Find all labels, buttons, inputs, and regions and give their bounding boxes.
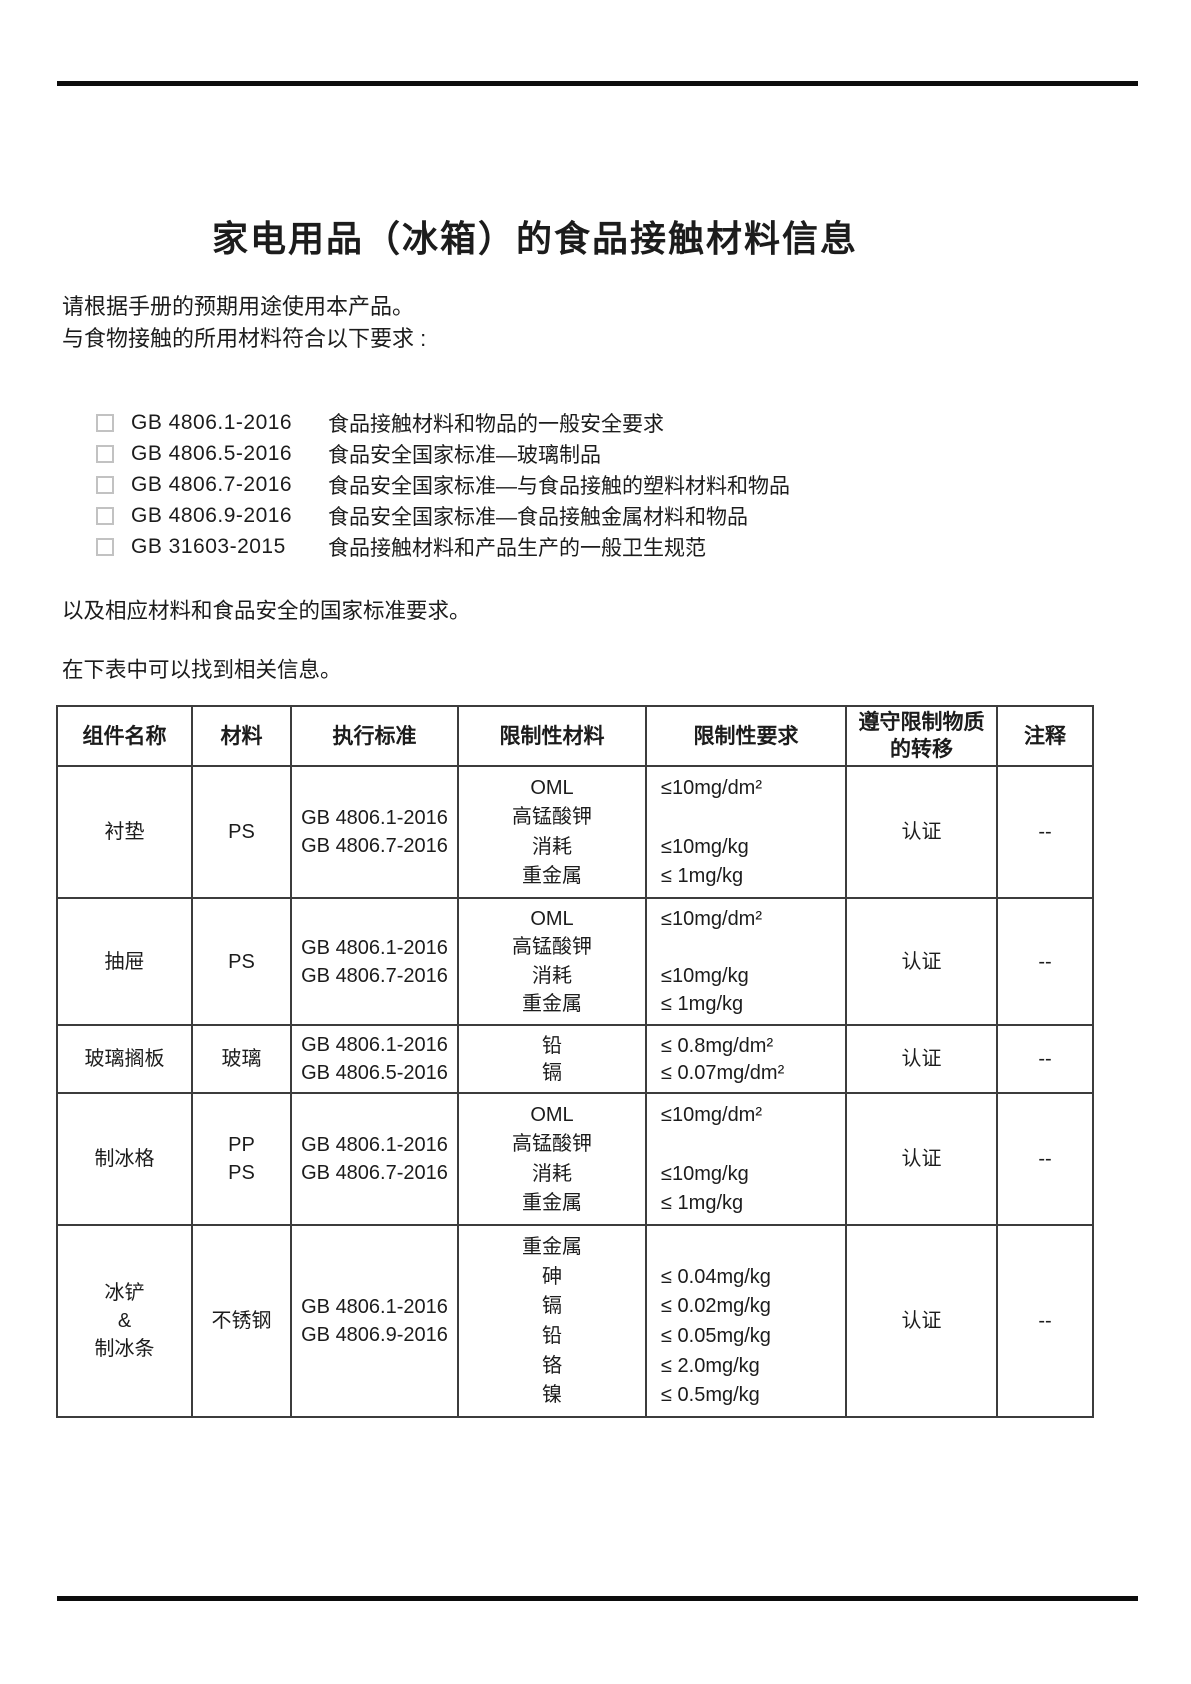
cell-remark: --: [1038, 1310, 1052, 1332]
cell-material: PP PS: [193, 1094, 292, 1224]
cell-restriction: ≤10mg/dm² ≤10mg/kg ≤ 1mg/kg: [647, 899, 847, 1024]
top-rule: [57, 81, 1138, 86]
standard-name: 食品接触材料和物品的一般安全要求: [328, 412, 664, 436]
table-row-drawer: 抽屉 PS GB 4806.1-2016 GB 4806.7-2016 OML …: [58, 899, 1092, 1026]
cell-restriction: ≤ 0.8mg/dm² ≤ 0.07mg/dm²: [647, 1026, 847, 1092]
standard-code: GB 4806.9-2016: [131, 503, 293, 527]
standards-list: GB 4806.1-2016 食品接触材料和物品的一般安全要求 GB 4806.…: [96, 407, 790, 562]
standard-name: 食品安全国家标准—食品接触金属材料和物品: [328, 505, 748, 529]
table-intro-note: 在下表中可以找到相关信息。: [62, 658, 342, 682]
standard-code: GB 4806.1-2016: [131, 410, 293, 434]
cell-component: 冰铲 & 制冰条: [58, 1226, 193, 1416]
intro-paragraph: 请根据手册的预期用途使用本产品。 与食物接触的所用材料符合以下要求 :: [62, 291, 426, 355]
table-row-ice-scoop: 冰铲 & 制冰条 不锈钢 GB 4806.1-2016 GB 4806.9-20…: [58, 1226, 1092, 1416]
header-restricted-material: 限制性材料: [459, 707, 647, 765]
cell-component: 衬垫: [58, 767, 193, 897]
table-header-row: 组件名称 材料 执行标准 限制性材料 限制性要求 遵守限制物质 的转移 注释: [58, 707, 1092, 767]
checkbox-icon: [96, 444, 114, 463]
cell-material: 玻璃: [193, 1026, 292, 1092]
cell-component: 抽屉: [58, 899, 193, 1024]
cell-component: 玻璃搁板: [58, 1026, 193, 1092]
cell-restricted-material: OML 高锰酸钾 消耗 重金属: [459, 899, 647, 1024]
standards-note: 以及相应材料和食品安全的国家标准要求。: [62, 599, 471, 623]
bottom-rule: [57, 1596, 1138, 1601]
table-row-glass-shelf: 玻璃搁板 玻璃 GB 4806.1-2016 GB 4806.5-2016 铅 …: [58, 1026, 1092, 1094]
header-restriction: 限制性要求: [647, 707, 847, 765]
checkbox-icon: [96, 506, 114, 525]
cell-restriction: ≤10mg/dm² ≤10mg/kg ≤ 1mg/kg: [647, 1094, 847, 1224]
table-row-ice-tray: 制冰格 PP PS GB 4806.1-2016 GB 4806.7-2016 …: [58, 1094, 1092, 1226]
standard-item: GB 4806.9-2016 食品安全国家标准—食品接触金属材料和物品: [96, 500, 790, 531]
standard-name: 食品安全国家标准—与食品接触的塑料材料和物品: [328, 474, 790, 498]
standard-item: GB 4806.5-2016 食品安全国家标准—玻璃制品: [96, 438, 790, 469]
cell-restriction: ≤10mg/dm² ≤10mg/kg ≤ 1mg/kg: [647, 767, 847, 897]
standard-item: GB 4806.7-2016 食品安全国家标准—与食品接触的塑料材料和物品: [96, 469, 790, 500]
cell-compliance: 认证: [847, 899, 998, 1024]
cell-restricted-material: 重金属 砷 镉 铅 铬 镍: [459, 1226, 647, 1416]
header-compliance-line1: 遵守限制物质: [858, 711, 985, 734]
header-remark: 注释: [1024, 724, 1066, 748]
standard-code: GB 31603-2015: [131, 534, 286, 558]
table-row-lining: 衬垫 PS GB 4806.1-2016 GB 4806.7-2016 OML …: [58, 767, 1092, 899]
cell-remark: --: [1038, 1148, 1052, 1170]
cell-material: PS: [193, 767, 292, 897]
cell-restricted-material: OML 高锰酸钾 消耗 重金属: [459, 767, 647, 897]
cell-material: PS: [193, 899, 292, 1024]
cell-restricted-material: OML 高锰酸钾 消耗 重金属: [459, 1094, 647, 1224]
standard-name: 食品接触材料和产品生产的一般卫生规范: [328, 536, 706, 560]
cell-standard: GB 4806.1-2016 GB 4806.5-2016: [292, 1026, 459, 1092]
cell-restriction: ≤ 0.04mg/kg ≤ 0.02mg/kg ≤ 0.05mg/kg ≤ 2.…: [647, 1226, 847, 1416]
cell-remark: --: [1038, 821, 1052, 843]
cell-component: 制冰格: [58, 1094, 193, 1224]
cell-compliance: 认证: [847, 767, 998, 897]
header-material: 材料: [193, 707, 292, 765]
materials-table: 组件名称 材料 执行标准 限制性材料 限制性要求 遵守限制物质 的转移 注释 衬…: [56, 705, 1094, 1418]
page-title: 家电用品（冰箱）的食品接触材料信息: [211, 218, 858, 259]
cell-restricted-material: 铅 镉: [459, 1026, 647, 1092]
standard-code: GB 4806.5-2016: [131, 441, 293, 465]
header-compliance-line2: 的转移: [890, 738, 953, 761]
cell-standard: GB 4806.1-2016 GB 4806.7-2016: [292, 767, 459, 897]
checkbox-icon: [96, 537, 114, 556]
cell-compliance: 认证: [847, 1026, 998, 1092]
checkbox-icon: [96, 413, 114, 432]
cell-remark: --: [1038, 950, 1052, 973]
standard-item: GB 4806.1-2016 食品接触材料和物品的一般安全要求: [96, 407, 790, 438]
intro-line-2: 与食物接触的所用材料符合以下要求 :: [62, 326, 427, 351]
intro-line-1: 请根据手册的预期用途使用本产品。: [62, 294, 415, 319]
cell-standard: GB 4806.1-2016 GB 4806.7-2016: [292, 899, 459, 1024]
header-standard: 执行标准: [292, 707, 459, 765]
cell-compliance: 认证: [847, 1094, 998, 1224]
header-compliance: 遵守限制物质 的转移: [847, 707, 998, 765]
cell-material: 不锈钢: [193, 1226, 292, 1416]
header-component: 组件名称: [58, 707, 193, 765]
cell-remark: --: [1038, 1048, 1052, 1070]
standard-item: GB 31603-2015 食品接触材料和产品生产的一般卫生规范: [96, 531, 790, 562]
checkbox-icon: [96, 475, 114, 494]
cell-compliance: 认证: [847, 1226, 998, 1416]
cell-standard: GB 4806.1-2016 GB 4806.9-2016: [292, 1226, 459, 1416]
cell-standard: GB 4806.1-2016 GB 4806.7-2016: [292, 1094, 459, 1224]
standard-name: 食品安全国家标准—玻璃制品: [328, 443, 601, 467]
standard-code: GB 4806.7-2016: [131, 472, 293, 496]
